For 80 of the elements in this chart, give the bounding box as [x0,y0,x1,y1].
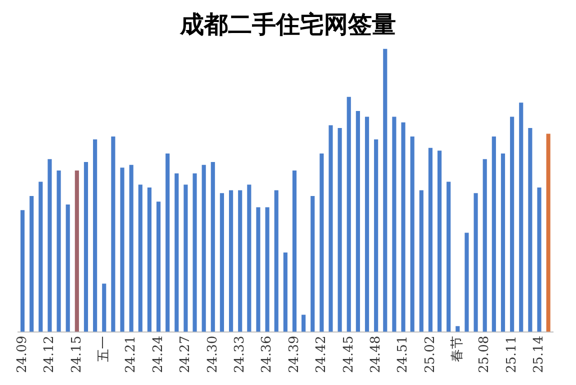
bar [84,162,88,332]
bar [274,190,278,332]
bar [528,128,532,332]
bar [464,232,469,332]
bar [283,252,288,332]
x-tick-label: 24.15 [69,336,84,373]
bar [419,190,424,332]
chart-title: 成都二手住宅网签量 [179,10,396,39]
bar [392,116,396,332]
bar [401,122,406,332]
bar [166,154,170,332]
x-tick-label: 24.27 [178,336,194,373]
bar [292,170,297,332]
x-tick-label: 25.11 [504,336,520,373]
bar [510,116,514,332]
bar [364,116,370,332]
bar [383,48,388,332]
bar [156,202,161,332]
bar [437,150,442,332]
x-tick-label: 24.21 [124,336,139,373]
bar [184,184,188,332]
bar [428,148,433,332]
x-tick-label: 春节 [450,336,466,362]
bar [174,173,179,332]
bar [328,125,333,332]
bar [111,136,116,332]
bar [546,134,550,332]
x-tick-label: 24.24 [150,336,166,373]
bar [474,193,478,332]
bar [492,136,496,332]
bar [38,182,43,332]
bar [102,284,106,332]
bar [446,182,451,332]
bar [320,154,324,332]
bar [220,193,224,332]
x-tick-label: 五一 [96,336,112,362]
bar [356,111,360,332]
bar [310,196,315,332]
bar [56,170,61,332]
bar [192,173,197,332]
bar [48,159,52,332]
x-tick-label: 24.45 [341,336,356,373]
bar [374,139,378,332]
bar [238,190,242,332]
x-tick-label: 24.48 [368,336,384,373]
x-tick-label: 24.39 [286,336,302,373]
bar [456,326,460,332]
x-tick-label: 24.33 [232,336,248,373]
x-tick-label: 24.09 [14,336,30,373]
x-tick-label: 25.02 [422,336,438,373]
bar [210,162,215,332]
bar [138,184,142,332]
x-tick-label: 24.51 [396,336,411,373]
bar [338,128,342,332]
bar [265,207,270,332]
bar [74,170,79,332]
bar [228,190,234,332]
bar [302,314,306,332]
bar [66,204,70,332]
x-tick-label: 24.12 [42,336,58,373]
bar [202,164,206,332]
x-tick-label: 25.14 [532,336,547,373]
bar [410,136,414,332]
bar [482,159,487,332]
bar [93,139,98,332]
bar [519,102,524,332]
bar [147,187,152,332]
x-tick-label: 24.36 [260,336,275,373]
bar [30,196,34,332]
x-tick-label: 25.08 [477,336,492,373]
bar [129,164,134,332]
x-tick-label: 24.30 [205,336,220,373]
bar [500,154,506,332]
bar [247,184,252,332]
bar [120,168,124,332]
bar [346,96,351,332]
bar [256,207,260,332]
x-tick-label: 24.42 [314,336,330,373]
bar [20,210,25,332]
bar [537,187,542,332]
